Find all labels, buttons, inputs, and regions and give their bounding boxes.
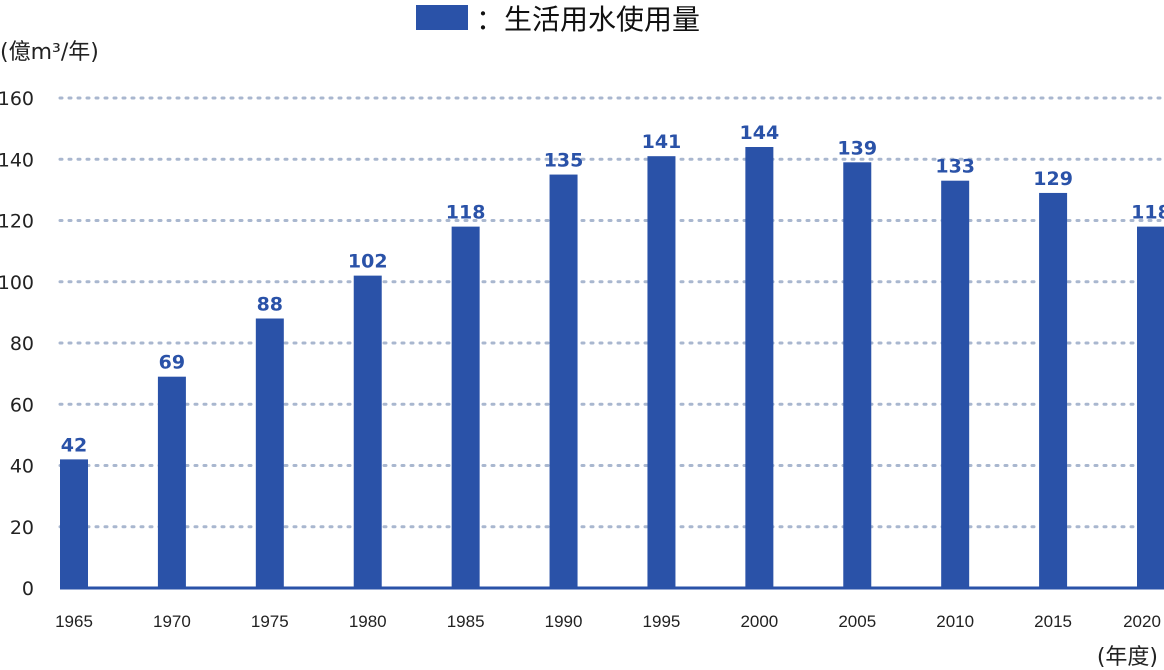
legend: ：生活用水使用量 xyxy=(416,3,700,36)
y-tick-label: 0 xyxy=(22,578,34,600)
bar-value-label: 102 xyxy=(348,251,388,273)
bar-value-label: 42 xyxy=(61,434,87,456)
x-tick-label: 2010 xyxy=(936,612,974,631)
bar xyxy=(1039,192,1068,588)
x-tick-label: 1975 xyxy=(251,612,289,631)
y-tick-label: 80 xyxy=(10,333,34,355)
gridlines xyxy=(58,96,1164,529)
bar xyxy=(60,459,88,588)
bar-value-label: 135 xyxy=(544,150,584,172)
y-tick-label: 20 xyxy=(10,517,34,539)
y-tick-label: 140 xyxy=(0,149,34,171)
bar-value-label: 69 xyxy=(159,352,185,374)
legend-label: ：生活用水使用量 xyxy=(476,3,700,36)
bar-value-label: 129 xyxy=(1033,168,1073,190)
y-tick-label: 60 xyxy=(10,394,34,416)
x-tick-label: 1980 xyxy=(349,612,387,631)
x-tick-label: 1965 xyxy=(55,612,93,631)
x-tick-label: 1970 xyxy=(153,612,191,631)
bar xyxy=(843,162,872,588)
bars xyxy=(60,147,1164,588)
bar-value-label: 141 xyxy=(642,131,682,153)
bar-value-label: 144 xyxy=(740,122,780,144)
bar-value-label: 139 xyxy=(837,137,877,159)
bar xyxy=(157,376,186,588)
y-axis-title: (億m³/年) xyxy=(0,40,99,65)
bar-value-label: 118 xyxy=(446,202,486,224)
bar xyxy=(255,318,284,588)
x-axis-ticks: 1965 1970 1975 1980 1985 1990 1995 2000 2005 2010… xyxy=(55,612,1161,631)
y-tick-label: 160 xyxy=(0,88,34,110)
bar-value-label: 88 xyxy=(257,294,283,316)
bar xyxy=(1137,226,1164,588)
x-tick-label: 2000 xyxy=(740,612,778,631)
y-tick-label: 120 xyxy=(0,211,34,233)
y-axis-ticks: 0 20 40 60 80 100 120 140 160 xyxy=(0,88,34,600)
bar xyxy=(353,275,382,588)
x-axis-title: (年度) xyxy=(1097,645,1158,670)
legend-swatch xyxy=(416,5,468,30)
bar xyxy=(745,147,774,588)
value-labels: 42 69 88 102 118 135 141 144 139 133 129 118 xyxy=(61,122,1164,456)
bar xyxy=(647,156,676,588)
bar-value-label: 118 xyxy=(1131,202,1164,224)
x-tick-label: 1990 xyxy=(545,612,583,631)
x-tick-label: 2015 xyxy=(1034,612,1072,631)
x-tick-label: 2005 xyxy=(838,612,876,631)
x-tick-label: 1985 xyxy=(447,612,485,631)
bar xyxy=(451,226,480,588)
x-tick-label: 2020 xyxy=(1123,612,1161,631)
x-tick-label: 1995 xyxy=(643,612,681,631)
bar-value-label: 133 xyxy=(935,156,975,178)
y-tick-label: 100 xyxy=(0,272,34,294)
bar xyxy=(549,174,578,588)
bar xyxy=(941,180,970,588)
y-tick-label: 40 xyxy=(10,456,34,478)
